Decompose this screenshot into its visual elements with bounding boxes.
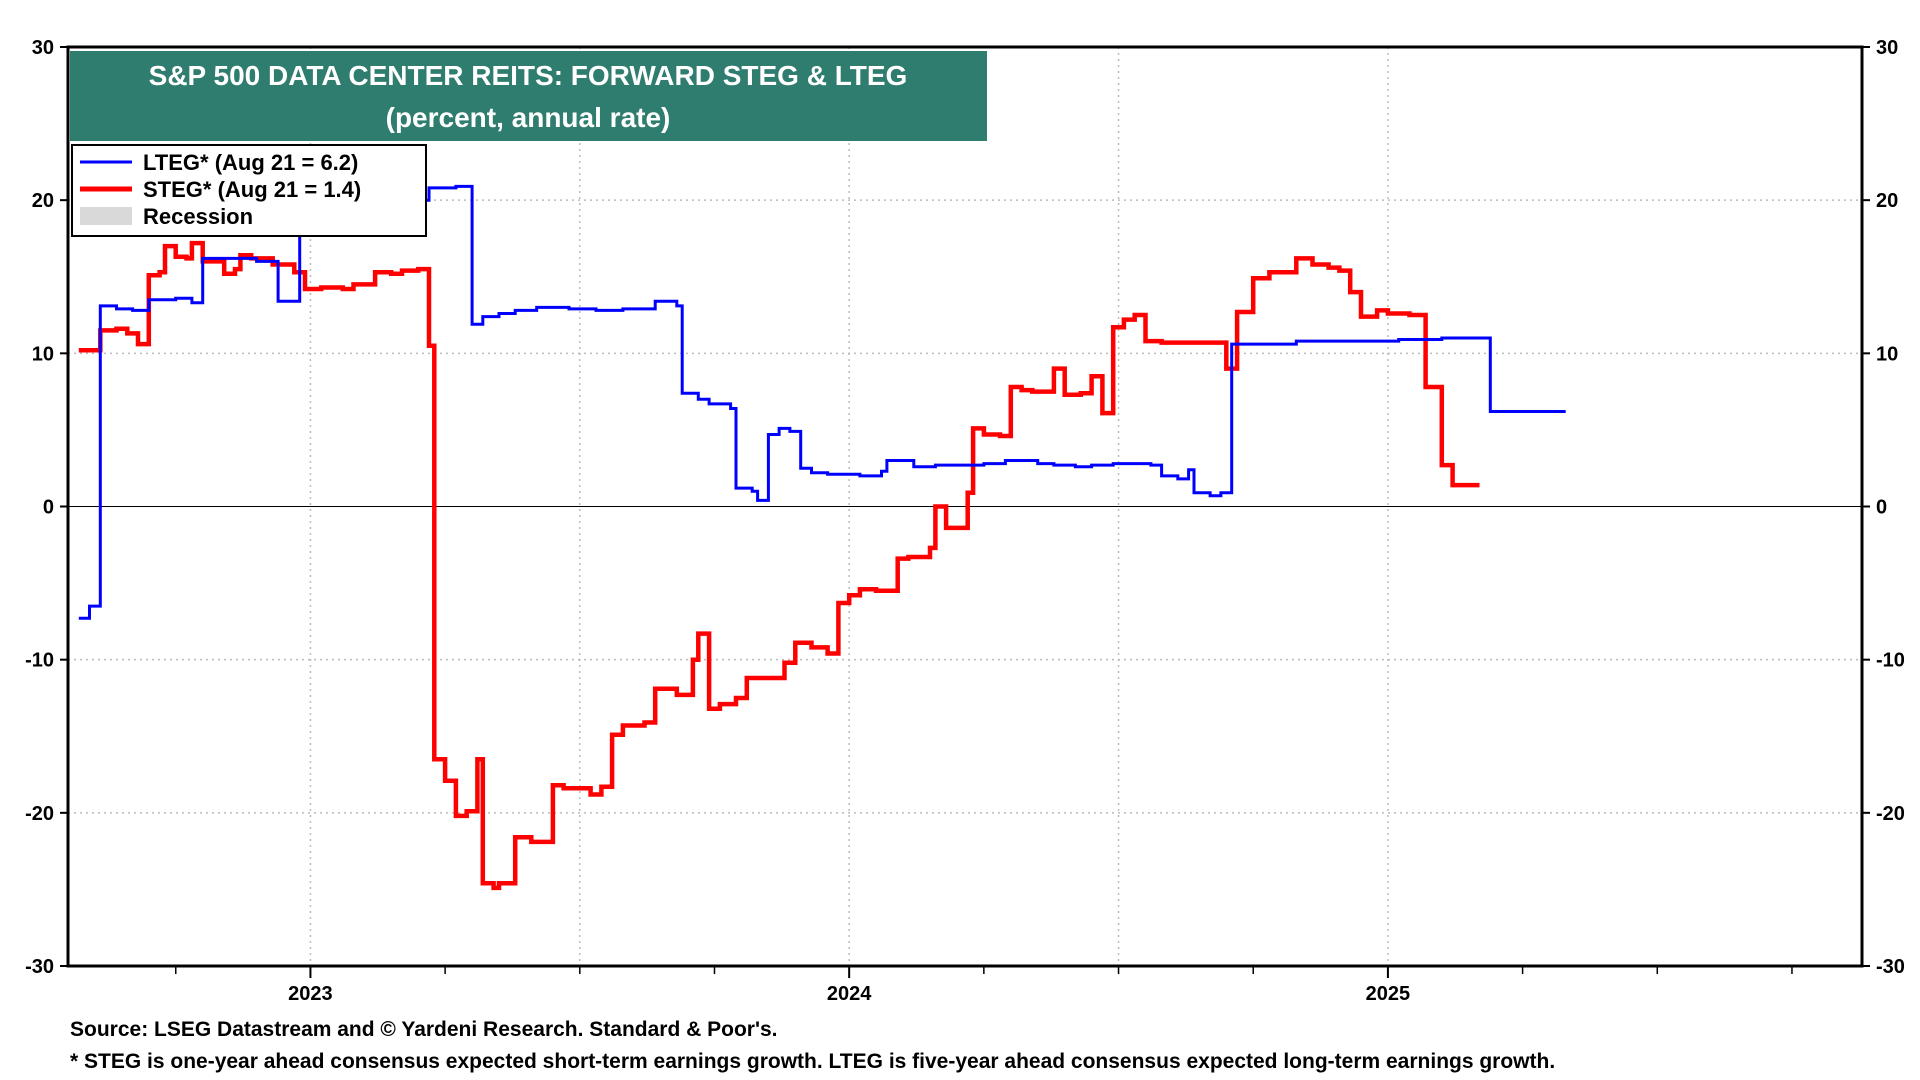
y-tick-label-right: 10 (1876, 343, 1898, 365)
y-tick-label-right: 20 (1876, 190, 1898, 212)
y-tick-label-left: -10 (25, 650, 54, 672)
axes: -30 -30 -20 -20 -10 -10 0 0 10 10 20 20 30 30 2023 2024… (25, 37, 1905, 1005)
y-tick-label-right: 30 (1876, 37, 1898, 59)
y-tick-label-left: 0 (43, 497, 54, 519)
legend-recession-swatch (80, 207, 132, 225)
x-tick-label: 2023 (288, 983, 333, 1005)
series-line-lteg (78, 184, 1566, 620)
grid-lines (68, 47, 1862, 966)
x-tick-label: 2025 (1366, 983, 1411, 1005)
y-tick-label-left: -20 (25, 803, 54, 825)
legend-steg-label: STEG* (Aug 21 = 1.4) (143, 177, 361, 202)
x-tick-label: 2024 (827, 983, 872, 1005)
y-tick-label-right: -20 (1876, 803, 1905, 825)
legend-recession-label: Recession (143, 204, 253, 229)
legend-lteg-label: LTEG* (Aug 21 = 6.2) (143, 150, 358, 175)
legend: LTEG* (Aug 21 = 6.2) STEG* (Aug 21 = 1.4… (71, 144, 427, 237)
y-tick-label-left: 10 (32, 343, 54, 365)
series-line-steg (78, 240, 1480, 891)
y-tick-label-left: 30 (32, 37, 54, 59)
y-tick-label-right: 0 (1876, 497, 1887, 519)
chart-subtitle: (percent, annual rate) (386, 102, 671, 133)
series-layer (78, 184, 1566, 891)
y-tick-label-left: -30 (25, 956, 54, 978)
footnote: * STEG is one-year ahead consensus expec… (70, 1050, 1556, 1073)
source-note: Source: LSEG Datastream and © Yardeni Re… (70, 1018, 778, 1041)
y-tick-label-left: 20 (32, 190, 54, 212)
y-tick-label-right: -10 (1876, 650, 1905, 672)
chart-title: S&P 500 DATA CENTER REITS: FORWARD STEG … (149, 60, 908, 91)
title-box: S&P 500 DATA CENTER REITS: FORWARD STEG … (70, 51, 987, 141)
y-tick-label-right: -30 (1876, 956, 1905, 978)
